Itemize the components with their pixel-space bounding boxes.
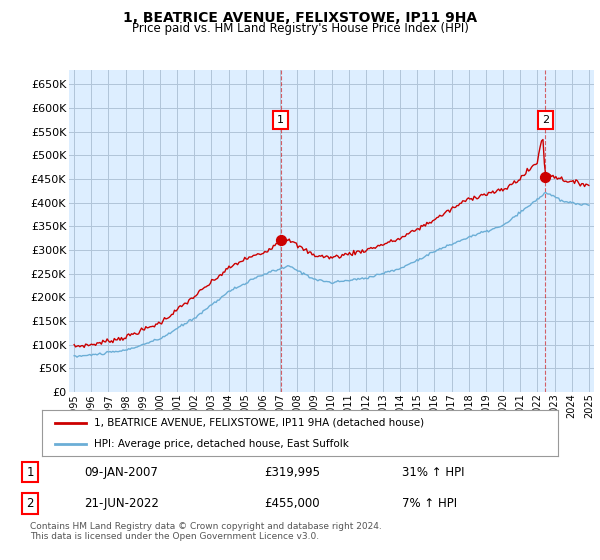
Text: 2: 2 <box>542 115 549 125</box>
Text: 1, BEATRICE AVENUE, FELIXSTOWE, IP11 9HA (detached house): 1, BEATRICE AVENUE, FELIXSTOWE, IP11 9HA… <box>94 418 424 428</box>
Text: 7% ↑ HPI: 7% ↑ HPI <box>402 497 457 510</box>
Text: £319,995: £319,995 <box>264 465 320 479</box>
Text: 2: 2 <box>26 497 34 510</box>
Text: Price paid vs. HM Land Registry's House Price Index (HPI): Price paid vs. HM Land Registry's House … <box>131 22 469 35</box>
Point <box>541 172 550 181</box>
Point <box>276 236 286 245</box>
Text: Contains HM Land Registry data © Crown copyright and database right 2024.
This d: Contains HM Land Registry data © Crown c… <box>30 522 382 542</box>
Text: 21-JUN-2022: 21-JUN-2022 <box>84 497 159 510</box>
Text: 31% ↑ HPI: 31% ↑ HPI <box>402 465 464 479</box>
Text: 1, BEATRICE AVENUE, FELIXSTOWE, IP11 9HA: 1, BEATRICE AVENUE, FELIXSTOWE, IP11 9HA <box>123 11 477 25</box>
Text: 1: 1 <box>277 115 284 125</box>
Text: £455,000: £455,000 <box>264 497 320 510</box>
Text: 09-JAN-2007: 09-JAN-2007 <box>84 465 158 479</box>
Text: 1: 1 <box>26 465 34 479</box>
Text: HPI: Average price, detached house, East Suffolk: HPI: Average price, detached house, East… <box>94 439 349 449</box>
